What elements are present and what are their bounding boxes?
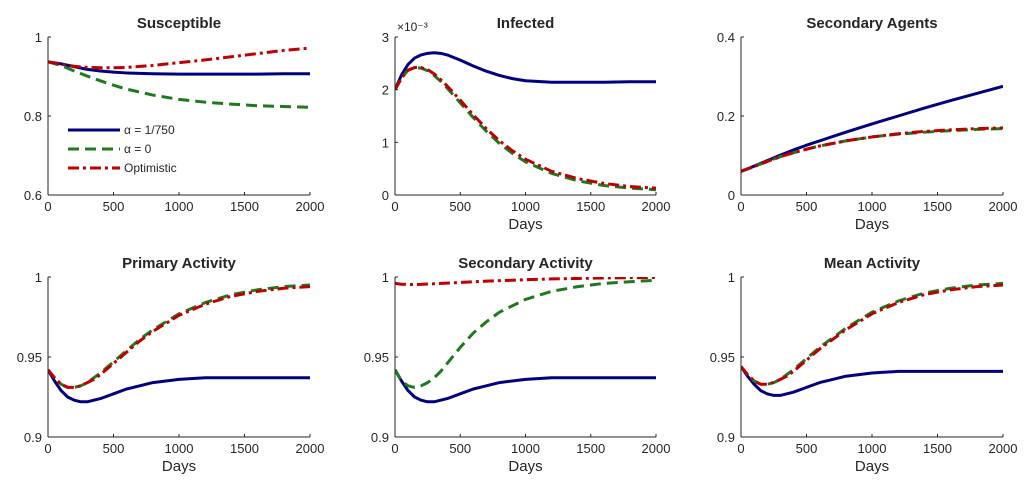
panel-susceptible-ytick-label: 0.6	[24, 188, 42, 203]
panel-susceptible: 0 500 1000 1500 2000 0.6 0.8 1 Susceptible α = 1/…	[24, 15, 325, 214]
panel-susceptible-xtick-label: 2000	[296, 199, 325, 214]
panel-susceptible-ytick-label: 1	[35, 30, 42, 45]
panel-mean-activity-title: Mean Activity	[824, 255, 921, 272]
panel-susceptible-title: Susceptible	[137, 15, 221, 32]
panel-infected-line-1-750	[395, 51, 656, 91]
panel-secondary-activity-ytick-label: 0.95	[364, 350, 389, 365]
panel-mean-activity-xtick-label: 0	[737, 441, 744, 456]
legend-label-0: α = 0	[124, 142, 152, 156]
panel-primary-activity-xtick-label: 1500	[230, 441, 259, 456]
panel-primary-activity-xtick-label: 500	[103, 441, 125, 456]
panel-primary-activity-title: Primary Activity	[122, 255, 236, 272]
panel-secondary-agents-xtick-label: 2000	[989, 199, 1018, 214]
panel-secondary-activity-xtick-label: 2000	[642, 441, 671, 456]
panel-mean-activity-line-1-750	[741, 365, 1003, 397]
panel-primary-activity-xtick-label: 2000	[296, 441, 325, 456]
panel-infected-ytick-label: 1	[382, 135, 389, 150]
panel-secondary-agents-xtick-label: 1500	[923, 199, 952, 214]
panel-mean-activity-xtick-label: 1500	[923, 441, 952, 456]
panel-infected-xtick-label: 2000	[642, 199, 671, 214]
panel-secondary-agents-ytick-label: 0.4	[717, 30, 735, 45]
panel-secondary-activity-xlabel: Days	[508, 458, 542, 475]
panel-primary-activity-xtick-label: 0	[44, 441, 51, 456]
panel-secondary-activity-ytick-label: 0.9	[371, 430, 389, 445]
panel-infected-xtick-label: 1000	[511, 199, 540, 214]
panel-secondary-activity-xtick-label: 1000	[511, 441, 540, 456]
panel-mean-activity-ytick-label: 1	[728, 270, 735, 285]
panel-primary-activity-line-0	[48, 283, 310, 389]
panel-susceptible-xtick-label: 1000	[165, 199, 194, 214]
panel-infected-ytick-label: 0	[382, 188, 389, 203]
panel-mean-activity-line-0	[741, 281, 1003, 386]
panel-secondary-agents-ytick-label: 0	[728, 188, 735, 203]
panel-secondary-agents-xtick-label: 0	[737, 199, 744, 214]
panel-susceptible-xtick-label: 1500	[230, 199, 259, 214]
panel-secondary-agents-ytick-label: 0.2	[717, 109, 735, 124]
panel-secondary-activity-line-1-750	[395, 369, 656, 404]
panel-primary-activity-ytick-label: 1	[35, 270, 42, 285]
panel-primary-activity-line-1-750	[48, 369, 310, 404]
panel-mean-activity-line-optimistic	[741, 283, 1003, 386]
panel-mean-activity-ytick-label: 0.9	[717, 430, 735, 445]
panel-primary-activity-ytick-label: 0.9	[24, 430, 42, 445]
panel-infected-line-0	[395, 66, 656, 192]
panel-secondary-activity-xtick-label: 500	[449, 441, 471, 456]
panel-primary-activity-ytick-label: 0.95	[17, 350, 42, 365]
panel-primary-activity-line-optimistic	[48, 285, 310, 389]
panel-secondary-activity-xtick-label: 1500	[576, 441, 605, 456]
panel-primary-activity-xtick-label: 1000	[165, 441, 194, 456]
panel-primary-activity-xlabel: Days	[162, 458, 196, 475]
panel-infected: 0 500 1000 1500 2000 0 1 2 3 ×10⁻³ Infected Days	[382, 15, 671, 233]
panel-secondary-agents-xlabel: Days	[855, 216, 889, 233]
panel-mean-activity: 0 500 1000 1500 2000 0.9 0.95 1 Mean Activity Day…	[710, 255, 1018, 475]
panel-secondary-activity-title: Secondary Activity	[458, 255, 593, 272]
legend-label-optimistic: Optimistic	[124, 161, 177, 175]
panel-susceptible-xtick-label: 500	[103, 199, 125, 214]
panel-secondary-agents-xtick-label: 500	[796, 199, 818, 214]
panel-secondary-activity-line-optimistic	[395, 277, 656, 287]
panel-secondary-activity-xtick-label: 0	[391, 441, 398, 456]
panel-infected-xtick-label: 1500	[576, 199, 605, 214]
legend-label-1-750: α = 1/750	[124, 123, 175, 137]
panel-mean-activity-ytick-label: 0.95	[710, 350, 735, 365]
panel-infected-title: Infected	[497, 15, 555, 32]
panel-infected-ytick-label: 2	[382, 83, 389, 98]
panel-susceptible-line-optimistic	[48, 46, 310, 70]
panel-infected-ytick-label: 3	[382, 30, 389, 45]
panel-mean-activity-xtick-label: 500	[796, 441, 818, 456]
panel-infected-xlabel: Days	[508, 216, 542, 233]
panel-secondary-activity-ytick-label: 1	[382, 270, 389, 285]
panel-mean-activity-xtick-label: 1000	[858, 441, 887, 456]
panel-infected-xtick-label: 0	[391, 199, 398, 214]
panel-secondary-agents: 0 500 1000 1500 2000 0 0.2 0.4 Secondary Agents D…	[717, 15, 1018, 233]
panel-secondary-agents-title: Secondary Agents	[806, 15, 937, 32]
panel-infected-xtick-label: 500	[449, 199, 471, 214]
panel-secondary-agents-xtick-label: 1000	[858, 199, 887, 214]
panel-secondary-activity: 0 500 1000 1500 2000 0.9 0.95 1 Secondary Activi…	[364, 255, 671, 475]
panel-susceptible-line-0	[48, 60, 310, 109]
panel-secondary-agents-line-optimistic	[741, 126, 1003, 173]
panel-infected-y-exponent: ×10⁻³	[397, 20, 428, 34]
panel-secondary-agents-line-0	[741, 127, 1003, 173]
panel-mean-activity-xtick-label: 2000	[989, 441, 1018, 456]
panel-mean-activity-xlabel: Days	[855, 458, 889, 475]
panel-infected-line-optimistic	[395, 66, 656, 190]
panel-susceptible-xtick-label: 0	[44, 199, 51, 214]
legend: α = 1/750 α = 0 Optimistic	[68, 123, 177, 175]
panel-primary-activity: 0 500 1000 1500 2000 0.9 0.95 1 Primary Activity…	[17, 255, 325, 475]
panel-susceptible-ytick-label: 0.8	[24, 109, 42, 124]
panel-secondary-activity-line-0	[395, 278, 656, 389]
